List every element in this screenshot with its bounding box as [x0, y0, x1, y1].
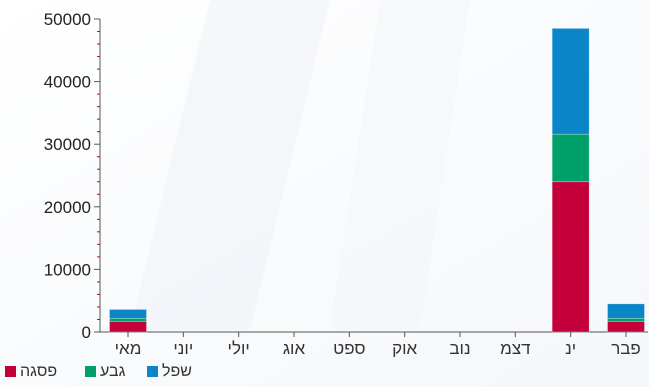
- x-tick-label: דצמ: [500, 339, 530, 358]
- bar-segment-2[interactable]: [607, 317, 645, 322]
- legend-label: פסגה: [20, 363, 57, 380]
- legend-item[interactable]: שפל: [147, 362, 192, 380]
- y-tick-label: 50000: [44, 10, 91, 29]
- legend-swatch: [5, 366, 16, 377]
- x-tick-label: אוק: [392, 339, 417, 358]
- y-tick-label: 30000: [44, 135, 91, 154]
- y-tick-label: 40000: [44, 73, 91, 92]
- bar-segment-3[interactable]: [607, 303, 645, 319]
- x-tick-label: ספט: [333, 339, 365, 358]
- bar-segment-1[interactable]: [607, 321, 645, 333]
- legend-item[interactable]: גבע: [85, 363, 126, 380]
- bar-segment-1[interactable]: [109, 321, 147, 333]
- y-tick-label: 10000: [44, 260, 91, 279]
- x-tick-label: יולי: [228, 339, 250, 358]
- x-tick-label: נוב: [449, 339, 470, 358]
- x-tick-label: יוני: [173, 339, 193, 358]
- bar-segment-3[interactable]: [551, 28, 590, 135]
- bar-segment-3[interactable]: [109, 309, 147, 319]
- legend-swatch: [147, 366, 158, 377]
- legend-label: גבע: [100, 363, 126, 380]
- legend-item[interactable]: פסגה: [5, 363, 57, 380]
- legend-label: שפל: [162, 362, 192, 380]
- x-tick-label: ינ: [565, 339, 576, 358]
- background-watermark: [130, 0, 330, 330]
- x-tick-label: מאי: [115, 339, 142, 358]
- bar-segment-2[interactable]: [551, 133, 590, 183]
- x-tick-label: פבר: [611, 339, 641, 358]
- bar-segment-2[interactable]: [109, 317, 147, 322]
- y-tick-label: 20000: [44, 198, 91, 217]
- x-tick-label: אוג: [283, 339, 306, 358]
- legend-swatch: [85, 366, 96, 377]
- y-tick-label: 0: [82, 323, 91, 342]
- bar-segment-1[interactable]: [551, 181, 590, 333]
- background-watermark: [330, 0, 470, 330]
